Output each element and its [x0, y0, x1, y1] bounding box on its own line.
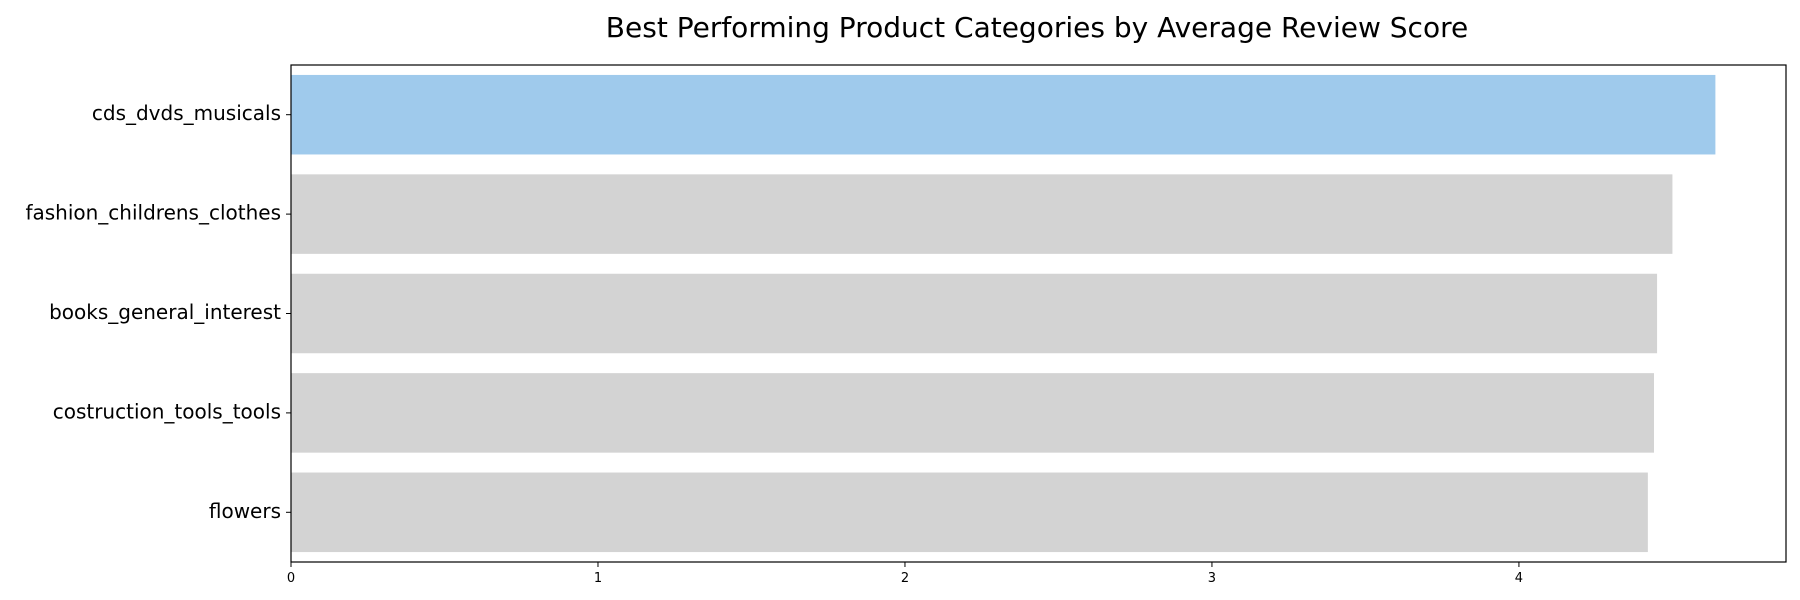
bar-cds_dvds_musicals	[291, 74, 1716, 155]
plot-frame	[290, 64, 1787, 563]
bar-flowers	[291, 472, 1648, 553]
x-tick-label: 0	[287, 571, 295, 586]
x-axis-ticks: 0 1 2 3 4	[287, 562, 1523, 586]
category-label: costruction_tools_tools	[53, 399, 281, 423]
category-label: flowers	[209, 499, 281, 523]
bar-fashion_childrens_clothes	[291, 174, 1673, 254]
category-label: fashion_childrens_clothes	[25, 201, 281, 225]
bars-group	[291, 74, 1716, 553]
x-tick-label: 4	[1515, 571, 1523, 586]
category-labels: cds_dvds_musicals fashion_childrens_cloth…	[25, 101, 291, 523]
x-tick-label: 1	[594, 571, 602, 586]
category-label: books_general_interest	[49, 300, 281, 324]
bar-books_general_interest	[291, 273, 1658, 354]
bar-costruction_tools_tools	[291, 373, 1654, 453]
x-tick-label: 3	[1208, 571, 1216, 586]
category-label: cds_dvds_musicals	[92, 101, 281, 125]
x-tick-label: 2	[901, 571, 909, 586]
chart-title: Best Performing Product Categories by Av…	[606, 11, 1468, 44]
